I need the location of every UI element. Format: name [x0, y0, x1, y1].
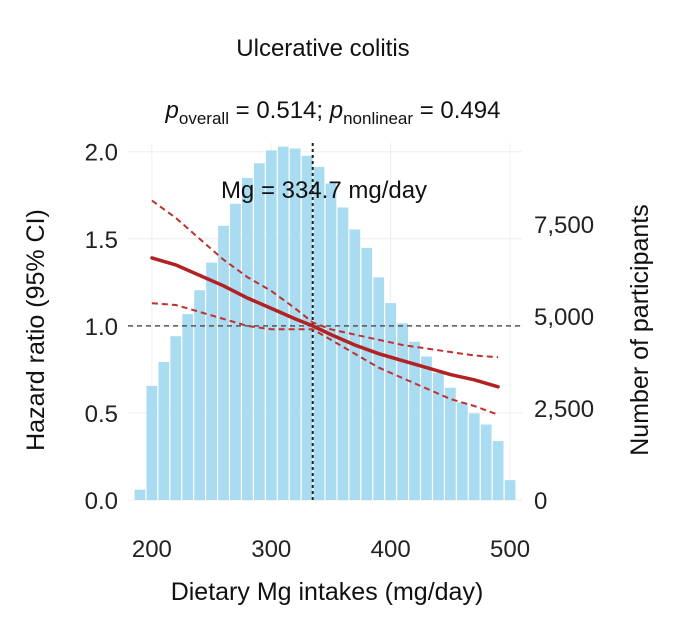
y-right-tick-label: 5,000: [534, 304, 594, 331]
histogram-bar: [277, 146, 289, 500]
histogram-bar: [289, 148, 301, 500]
x-tick-label: 200: [132, 536, 172, 563]
histogram-bar: [492, 441, 504, 500]
histogram-bar: [397, 323, 408, 500]
histogram-bar: [301, 155, 313, 500]
p-nonlinear-value: = 0.494: [413, 97, 500, 124]
y-left-tick-label: 0.0: [85, 488, 118, 515]
histogram-bar: [504, 480, 516, 500]
chart-title: Ulcerative colitis: [236, 35, 409, 62]
histogram-bar: [158, 361, 170, 500]
histogram-bar: [421, 356, 432, 500]
p-overall-sub: overall: [179, 109, 229, 128]
reference-annotation: Mg = 334.7 mg/day: [221, 177, 427, 204]
histogram-bar: [206, 262, 217, 500]
histogram-bar: [218, 225, 229, 501]
p-overall-value: = 0.514;: [229, 97, 330, 124]
axis-ticks: 200 300 400 500 0.0 0.5 1.0 1.5 2.0 0 2,500 5,000 7,…: [85, 140, 594, 563]
y-axis-label-right: Number of participants: [626, 204, 654, 456]
x-tick-label: 300: [251, 536, 291, 563]
series-upper-ci: [151, 199, 499, 359]
histogram-bar: [361, 247, 373, 500]
histogram-bar: [373, 277, 385, 500]
y-right-tick-label: 7,500: [534, 212, 594, 239]
y-right-tick-label: 0: [534, 488, 547, 515]
histogram-bar: [433, 373, 444, 500]
histogram-bar: [182, 314, 194, 500]
histogram-bar: [444, 387, 456, 500]
histogram-bar: [480, 424, 492, 500]
x-axis-label: Dietary Mg intakes (mg/day): [171, 578, 484, 606]
series-lower-ci: [151, 302, 499, 416]
histogram-bar: [468, 413, 480, 500]
histogram-bar: [265, 150, 277, 500]
chart-subtitle: poverall = 0.514; pnonlinear = 0.494: [165, 97, 501, 128]
p-nonlinear-label: p: [329, 97, 343, 124]
histogram-bar: [409, 341, 420, 500]
histogram-bar: [385, 303, 397, 500]
y-left-tick-label: 2.0: [85, 140, 118, 167]
histogram-bar: [242, 177, 253, 500]
histogram-bar: [146, 385, 158, 500]
histogram-bar: [337, 207, 349, 500]
y-left-tick-label: 1.5: [85, 227, 118, 254]
y-left-tick-label: 0.5: [85, 401, 118, 428]
y-right-tick-label: 2,500: [534, 396, 594, 423]
p-nonlinear-sub: nonlinear: [343, 109, 413, 128]
p-overall-label: p: [165, 97, 179, 124]
histogram-bar: [325, 183, 337, 500]
histogram-bar: [134, 489, 146, 500]
histogram-bar: [253, 163, 265, 501]
histogram-bar: [456, 402, 468, 500]
histogram-bar: [349, 229, 361, 500]
histogram-bar: [230, 203, 241, 500]
x-tick-label: 500: [490, 536, 530, 563]
histogram-bars: [134, 146, 516, 501]
series-hazard-ratio: [150, 256, 500, 389]
histogram-bar: [194, 290, 206, 500]
histogram-bar: [170, 336, 182, 500]
y-left-tick-label: 1.0: [85, 314, 118, 341]
x-tick-label: 400: [371, 536, 411, 563]
y-axis-label-left: Hazard ratio (95% CI): [22, 209, 50, 451]
series-lines: [128, 143, 522, 500]
